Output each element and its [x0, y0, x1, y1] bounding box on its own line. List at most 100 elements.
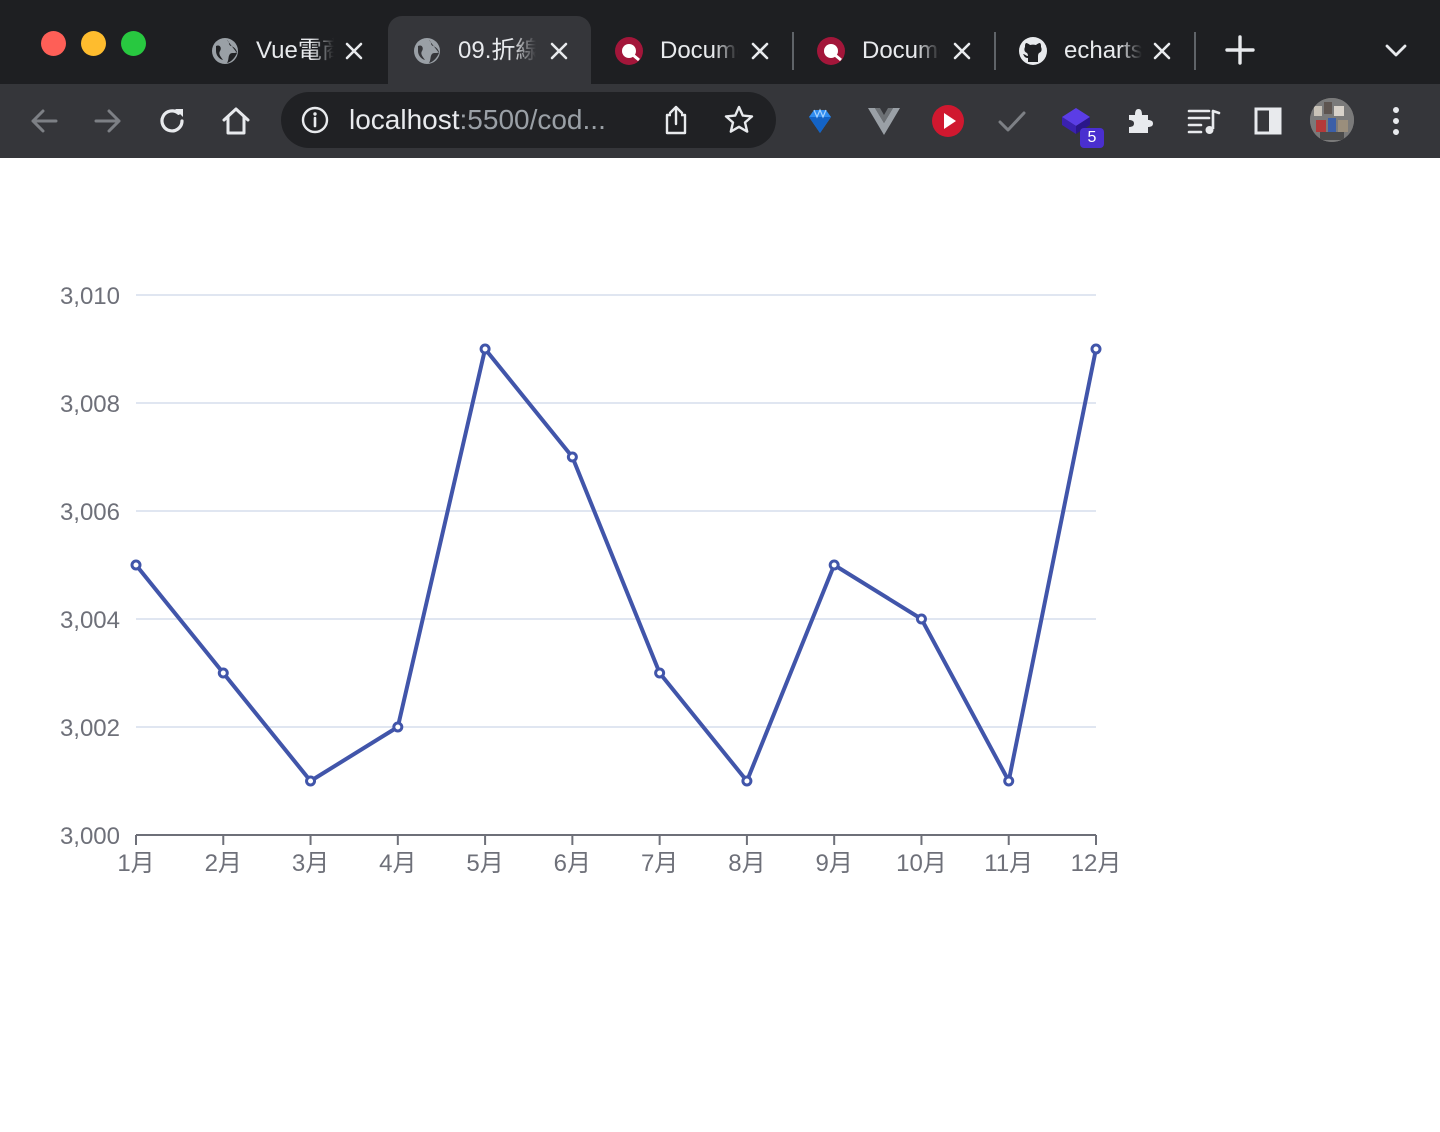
arrow-left-icon	[31, 109, 58, 133]
info-icon[interactable]	[301, 106, 329, 134]
profile-avatar[interactable]	[1310, 98, 1354, 142]
gem-icon	[809, 108, 831, 133]
tab-strip: Vue電商 09.折線圖 Document	[0, 0, 1440, 84]
line-chart: 3,000 3,002 3,004 3,006 3,008 3,010 1月 2月 3月 4月 5…	[60, 283, 1121, 877]
close-icon[interactable]	[1150, 39, 1174, 63]
tab-title: echarts	[1064, 37, 1142, 64]
extension-badge: 5	[1080, 128, 1104, 148]
y-tick-label: 3,008	[60, 391, 120, 418]
data-point	[392, 721, 404, 733]
data-point	[828, 559, 840, 571]
more-vertical-icon	[1393, 107, 1399, 135]
x-tick-label: 2月	[205, 850, 242, 877]
y-tick-label: 3,002	[60, 715, 120, 742]
close-window-button[interactable]	[41, 31, 66, 56]
x-tick-label: 5月	[466, 850, 503, 877]
side-panel-button[interactable]	[1250, 103, 1286, 139]
y-tick-label: 3,000	[60, 823, 120, 850]
y-tick-label: 3,010	[60, 283, 120, 310]
globe-icon	[212, 38, 238, 64]
close-icon[interactable]	[547, 39, 571, 63]
tab-title: Vue電商	[256, 37, 334, 64]
x-tick-label: 4月	[379, 850, 416, 877]
extension-check-button[interactable]	[994, 103, 1030, 139]
tab-line-chart[interactable]: 09.折線圖	[388, 16, 591, 84]
tab-title: Document	[660, 37, 738, 64]
data-point	[479, 343, 491, 355]
x-axis-labels: 1月 2月 3月 4月 5月 6月 7月 8月 9月 10月 11月 12月	[117, 850, 1121, 877]
playlist-music-icon	[1187, 109, 1221, 134]
data-point	[741, 775, 753, 787]
address-bar[interactable]: localhost:5500/cod...	[281, 92, 776, 148]
forward-button[interactable]	[90, 103, 126, 139]
share-icon[interactable]	[661, 104, 691, 136]
home-icon	[222, 107, 250, 135]
close-icon[interactable]	[342, 39, 366, 63]
page-content: 3,000 3,002 3,004 3,006 3,008 3,010 1月 2月 3月 4月 5…	[0, 158, 1440, 1132]
arrow-right-icon	[94, 109, 121, 133]
series	[130, 343, 1102, 787]
series-line	[134, 347, 1098, 783]
y-tick-label: 3,004	[60, 607, 120, 634]
x-tick-label: 6月	[554, 850, 591, 877]
x-tick-label: 11月	[984, 850, 1033, 877]
data-point	[1090, 343, 1102, 355]
x-tick-label: 10月	[896, 850, 947, 877]
x-tick-label: 9月	[816, 850, 853, 877]
tab-document-2[interactable]: Document	[792, 16, 994, 84]
chevron-down-icon[interactable]	[1382, 36, 1410, 64]
github-icon	[1019, 37, 1047, 65]
url-path: :5500/cod...	[459, 104, 606, 135]
close-icon[interactable]	[748, 39, 772, 63]
side-panel-icon	[1254, 107, 1282, 135]
x-axis	[135, 834, 1097, 845]
quasar-icon	[615, 37, 643, 65]
quasar-icon	[817, 37, 845, 65]
extensions-button[interactable]	[1122, 103, 1158, 139]
data-point	[305, 775, 317, 787]
tab-title: 09.折線圖	[458, 37, 536, 64]
reload-button[interactable]	[154, 103, 190, 139]
star-icon[interactable]	[723, 104, 755, 136]
x-tick-label: 1月	[117, 850, 154, 877]
extension-vue-devtools-button[interactable]	[866, 103, 902, 139]
url-text[interactable]: localhost:5500/cod...	[349, 105, 606, 135]
media-control-button[interactable]	[1186, 103, 1222, 139]
data-point	[915, 613, 927, 625]
avatar-photo	[1310, 98, 1354, 142]
data-point	[130, 559, 142, 571]
globe-icon	[414, 38, 440, 64]
back-button[interactable]	[26, 103, 62, 139]
home-button[interactable]	[218, 103, 254, 139]
y-tick-label: 3,006	[60, 499, 120, 526]
tab-echarts[interactable]: echarts	[994, 16, 1194, 84]
check-icon	[998, 111, 1026, 132]
close-icon[interactable]	[950, 39, 974, 63]
extension-gem-button[interactable]	[802, 103, 838, 139]
data-point	[217, 667, 229, 679]
x-tick-label: 3月	[292, 850, 329, 877]
tab-vue[interactable]: Vue電商	[186, 16, 386, 84]
extension-cube-button[interactable]	[1058, 103, 1094, 139]
puzzle-icon	[1129, 109, 1153, 133]
x-tick-label: 8月	[728, 850, 765, 877]
browser-menu-button[interactable]	[1378, 103, 1414, 139]
tab-document-1[interactable]: Document	[590, 16, 792, 84]
x-tick-label: 7月	[641, 850, 678, 877]
url-host: localhost	[349, 104, 460, 135]
new-tab-plus-icon[interactable]	[1222, 32, 1258, 68]
x-tick-label: 12月	[1071, 850, 1122, 877]
tab-separator	[994, 32, 996, 70]
browser-toolbar: localhost:5500/cod...	[0, 84, 1440, 158]
zoom-window-button[interactable]	[121, 31, 146, 56]
extension-player-button[interactable]	[930, 103, 966, 139]
data-point	[654, 667, 666, 679]
grid-lines	[136, 294, 1096, 728]
tab-separator	[1194, 32, 1196, 70]
play-icon	[932, 105, 964, 137]
minimize-window-button[interactable]	[81, 31, 106, 56]
cube-icon	[1062, 108, 1090, 134]
tab-title: Document	[862, 37, 940, 64]
tab-separator	[792, 32, 794, 70]
